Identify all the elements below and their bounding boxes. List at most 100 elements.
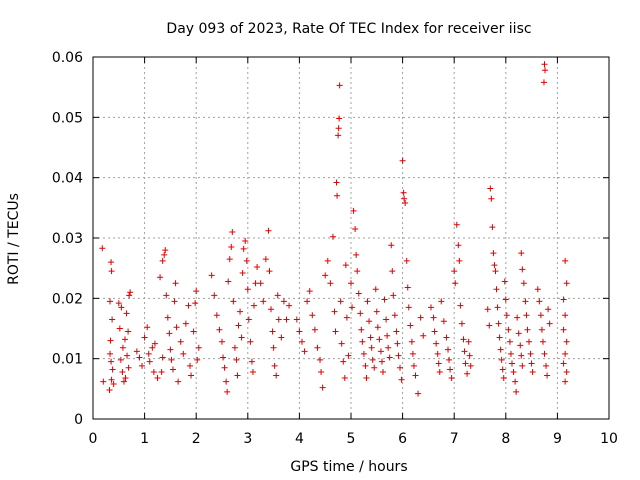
data-point xyxy=(515,330,522,337)
chart-title: Day 093 of 2023, Rate Of TEC Index for r… xyxy=(166,21,531,37)
data-point xyxy=(417,314,424,321)
data-point xyxy=(108,376,115,383)
data-point xyxy=(110,381,117,388)
data-point xyxy=(541,61,548,68)
data-point xyxy=(409,350,416,357)
data-point xyxy=(506,338,513,345)
data-point xyxy=(271,362,278,369)
data-point xyxy=(166,330,173,337)
data-point xyxy=(407,322,414,329)
x-tick-labels: 0 1 2 3 4 5 6 7 8 9 10 xyxy=(89,431,618,447)
data-point xyxy=(357,310,364,317)
data-point xyxy=(228,244,235,251)
data-point xyxy=(518,250,525,257)
data-point xyxy=(399,157,406,164)
data-point xyxy=(121,336,128,343)
data-point xyxy=(545,306,552,313)
data-point xyxy=(223,378,230,385)
data-point xyxy=(430,314,437,321)
x-tick-label: 5 xyxy=(347,431,356,447)
x-tick-label: 10 xyxy=(600,431,618,447)
data-point xyxy=(136,354,143,361)
data-point xyxy=(501,278,508,285)
data-point xyxy=(133,348,140,355)
data-point xyxy=(527,350,534,357)
data-point xyxy=(151,340,158,347)
data-point xyxy=(120,378,127,385)
data-point xyxy=(377,348,384,355)
data-point xyxy=(543,362,550,369)
data-point xyxy=(164,314,171,321)
data-point xyxy=(495,320,502,327)
y-tick-label: 0.01 xyxy=(52,352,83,368)
data-point xyxy=(208,272,215,279)
data-point xyxy=(107,350,114,357)
y-tick-label: 0.03 xyxy=(52,231,83,247)
data-point xyxy=(410,362,417,369)
data-point xyxy=(332,328,339,335)
y-tick-label: 0.06 xyxy=(52,50,83,66)
data-point xyxy=(493,286,500,293)
data-point xyxy=(273,372,280,379)
data-point xyxy=(242,238,249,245)
data-point xyxy=(247,338,254,345)
data-point xyxy=(108,259,115,266)
data-point xyxy=(517,342,524,349)
data-point xyxy=(343,314,350,321)
data-point xyxy=(435,360,442,367)
data-point xyxy=(141,334,148,341)
data-point xyxy=(324,257,331,264)
data-point xyxy=(194,356,201,363)
data-point xyxy=(458,320,465,327)
data-point xyxy=(446,356,453,363)
data-point xyxy=(168,356,175,363)
data-point xyxy=(513,388,520,395)
data-point xyxy=(117,356,124,363)
data-point xyxy=(254,263,261,270)
data-point xyxy=(108,268,115,275)
data-point xyxy=(489,224,496,231)
data-point xyxy=(220,354,227,361)
data-point xyxy=(349,304,356,311)
data-point xyxy=(318,368,325,375)
data-point xyxy=(453,221,460,228)
data-point xyxy=(234,372,241,379)
data-point xyxy=(381,296,388,303)
data-point xyxy=(333,179,340,186)
data-point xyxy=(372,286,379,293)
data-point xyxy=(502,296,509,303)
data-point xyxy=(193,288,200,295)
data-point xyxy=(386,354,393,361)
data-point xyxy=(195,344,202,351)
data-point xyxy=(560,360,567,367)
data-point xyxy=(192,300,199,307)
data-point xyxy=(163,292,170,299)
data-point xyxy=(448,374,455,381)
data-point xyxy=(546,320,553,327)
data-point xyxy=(400,189,407,196)
x-tick-label: 0 xyxy=(89,431,98,447)
data-point xyxy=(172,280,179,287)
data-point xyxy=(398,376,405,383)
data-point xyxy=(322,272,329,279)
x-tick-label: 2 xyxy=(192,431,201,447)
data-point xyxy=(230,298,237,305)
data-point xyxy=(466,352,473,359)
data-point xyxy=(540,79,547,86)
data-point xyxy=(505,326,512,333)
data-point xyxy=(494,304,501,311)
data-point xyxy=(560,296,567,303)
data-point xyxy=(296,328,303,335)
data-point xyxy=(358,326,365,333)
data-point xyxy=(125,328,132,335)
data-point xyxy=(461,348,468,355)
x-tick-label: 1 xyxy=(140,431,149,447)
data-point xyxy=(486,322,493,329)
data-point xyxy=(562,350,569,357)
data-point xyxy=(158,368,165,375)
data-point xyxy=(427,304,434,311)
data-point xyxy=(219,338,225,345)
data-point xyxy=(352,225,359,232)
data-point xyxy=(523,312,530,319)
